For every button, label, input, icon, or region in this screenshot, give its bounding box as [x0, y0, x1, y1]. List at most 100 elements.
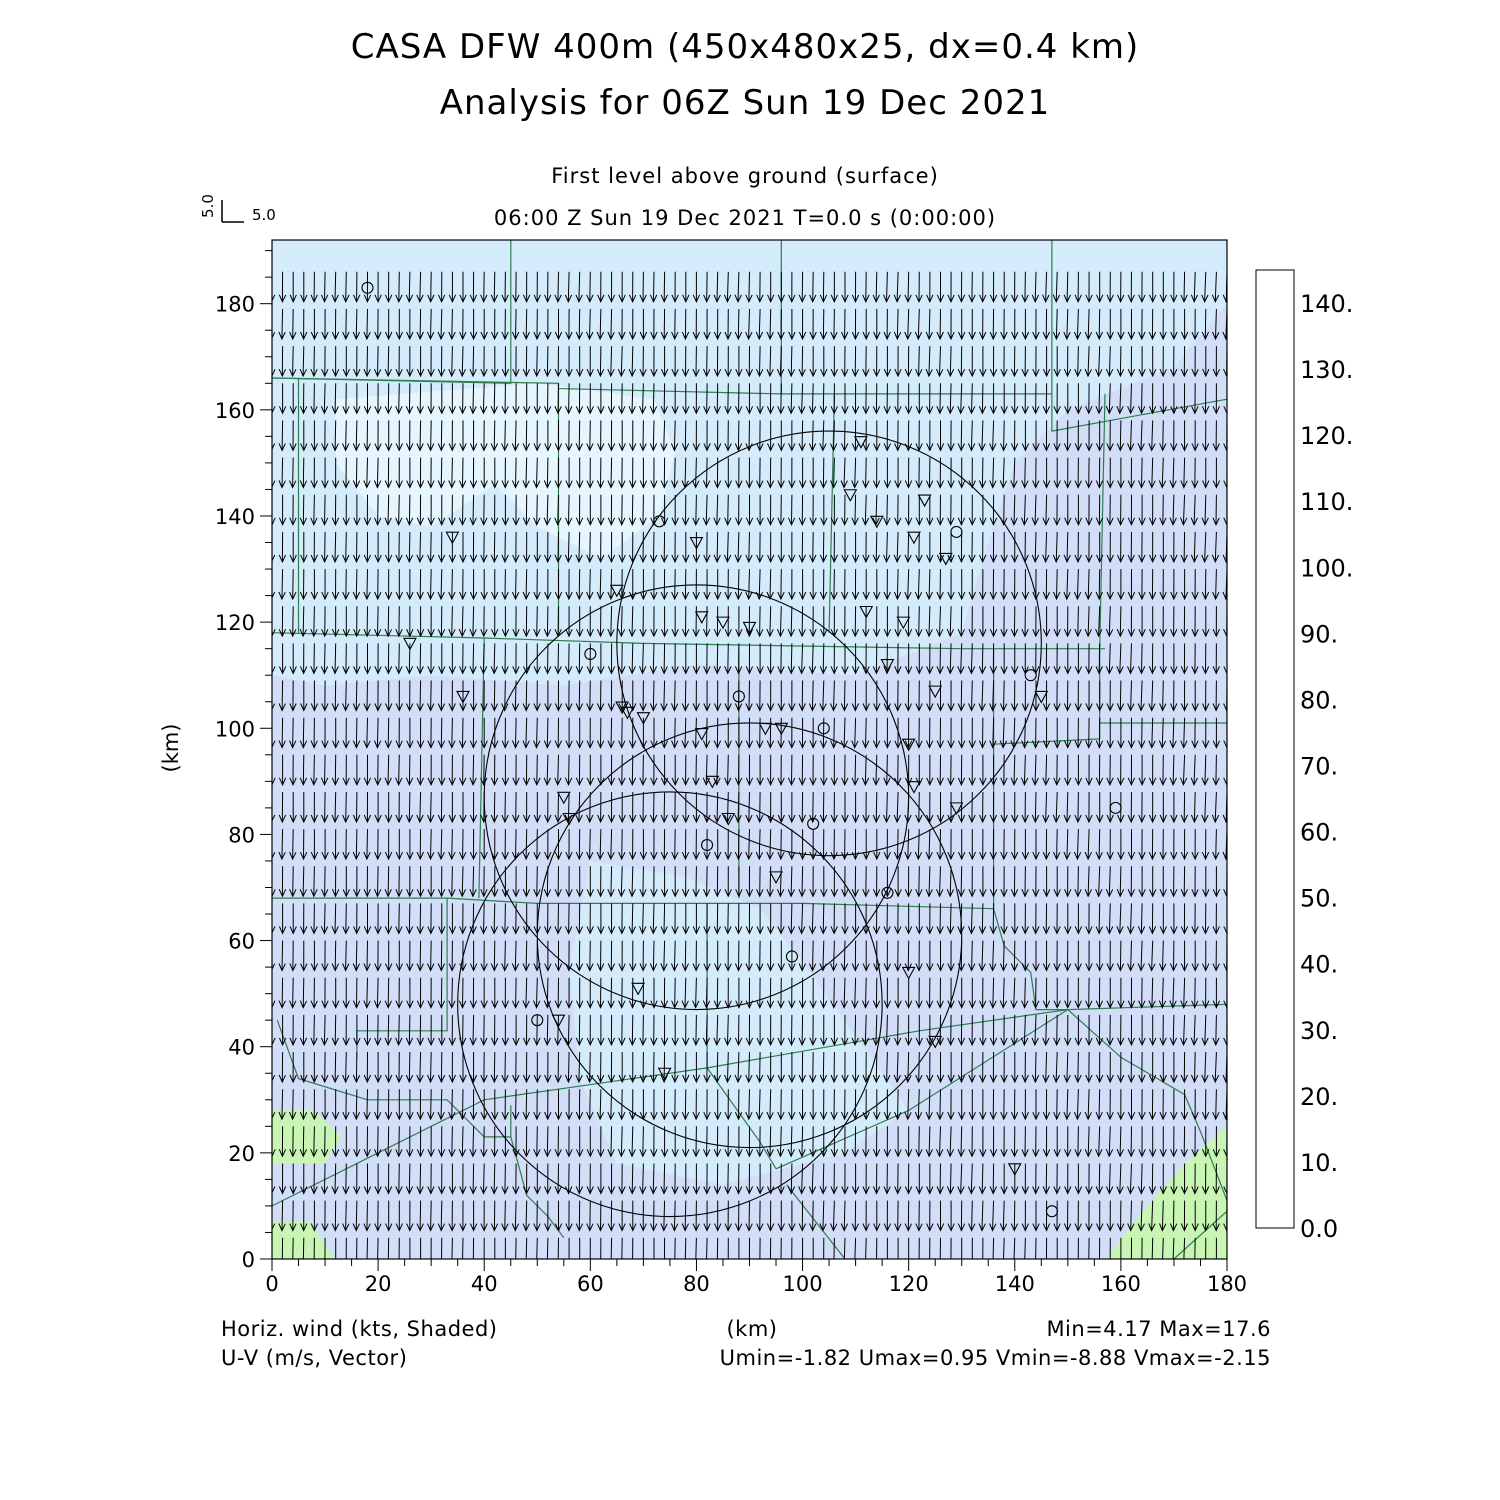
- wind-vector: [1000, 606, 1008, 638]
- wind-vector: [448, 1163, 457, 1195]
- wind-vector: [437, 1051, 446, 1084]
- wind-vector: [395, 754, 403, 787]
- wind-vector: [650, 308, 658, 341]
- wind-vector: [978, 680, 986, 712]
- wind-vector: [1000, 866, 1008, 898]
- wind-vector: [384, 977, 392, 1009]
- wind-vector: [1212, 866, 1221, 898]
- wind-vector: [1073, 569, 1082, 601]
- wind-vector: [957, 494, 966, 527]
- wind-vector: [1085, 271, 1093, 303]
- wind-vector: [883, 271, 891, 303]
- wind-vector: [1000, 1014, 1008, 1047]
- wind-vector: [321, 717, 329, 749]
- wind-vector: [1180, 1014, 1188, 1047]
- station-triangle: [620, 706, 635, 720]
- wind-vector: [575, 1014, 584, 1047]
- wind-vector: [427, 940, 435, 972]
- wind-vector: [1201, 308, 1210, 341]
- wind-vector: [767, 903, 775, 935]
- wind-vector: [713, 680, 722, 712]
- wind-vector: [830, 457, 838, 489]
- wind-vector: [278, 1163, 287, 1195]
- wind-vector: [819, 680, 827, 712]
- wind-vector: [1032, 383, 1040, 415]
- wind-vector: [957, 754, 966, 787]
- wind-vector: [777, 754, 785, 787]
- wind-vector: [363, 940, 371, 972]
- wind-vector: [663, 1237, 666, 1259]
- wind-vector: [310, 1163, 318, 1195]
- wind-vector: [841, 1014, 849, 1047]
- wind-vector: [1085, 420, 1093, 452]
- wind-vector: [766, 606, 774, 638]
- wind-vector: [639, 606, 647, 638]
- wind-vector: [703, 308, 711, 341]
- wind-vector: [915, 866, 923, 898]
- wind-vector: [756, 531, 764, 564]
- wind-vector: [1085, 940, 1093, 972]
- station-circle: [361, 281, 374, 294]
- wind-vector: [1095, 346, 1103, 378]
- station-circle: [1109, 801, 1122, 814]
- wind-vector: [862, 383, 870, 415]
- wind-vector: [1067, 1237, 1069, 1259]
- wind-vector: [947, 308, 955, 341]
- wind-vector: [1170, 1089, 1178, 1121]
- wind-vector: [756, 494, 764, 527]
- wind-vector: [427, 1014, 435, 1047]
- wind-vector: [299, 606, 307, 638]
- wind-vector: [310, 1014, 318, 1047]
- wind-vector: [649, 531, 658, 564]
- wind-vector: [299, 494, 308, 527]
- wind-vector: [480, 1089, 488, 1121]
- wind-vector: [682, 531, 690, 564]
- wind-vector: [830, 1089, 838, 1121]
- wind-vector: [617, 346, 626, 378]
- wind-vector: [745, 680, 753, 712]
- wind-vector: [384, 643, 393, 675]
- wind-vector: [366, 1237, 368, 1259]
- wind-vector: [1011, 1163, 1019, 1195]
- wind-vector: [639, 346, 647, 378]
- wind-vector: [501, 308, 509, 341]
- wind-vector: [1159, 420, 1167, 452]
- wind-vector: [374, 494, 382, 527]
- wind-vector: [289, 383, 297, 415]
- wind-vector: [1021, 903, 1029, 935]
- wind-vector: [289, 1014, 297, 1047]
- wind-vector: [745, 383, 754, 415]
- wind-vector: [660, 569, 668, 601]
- wind-vector: [384, 866, 392, 898]
- wind-vector: [501, 569, 509, 601]
- wind-vector: [946, 866, 955, 898]
- wind-vector: [946, 606, 955, 638]
- wind-vector: [681, 308, 690, 341]
- wind-vector: [1074, 457, 1082, 489]
- wind-vector: [321, 1051, 329, 1084]
- wind-vector: [1085, 1200, 1093, 1232]
- wind-vector: [554, 754, 562, 787]
- station-triangle: [907, 781, 921, 794]
- colorbar-label: 10.: [1300, 1149, 1338, 1177]
- wind-vector: [798, 680, 806, 712]
- wind-vector: [469, 754, 477, 787]
- wind-vector: [714, 829, 722, 861]
- wind-vector: [670, 420, 679, 452]
- wind-vector: [671, 977, 679, 1009]
- wind-vector: [300, 1052, 308, 1084]
- wind-vector: [416, 383, 424, 415]
- wind-vector: [968, 717, 976, 749]
- wind-vector: [448, 940, 456, 972]
- wind-vector: [544, 569, 552, 601]
- wind-vector: [989, 680, 997, 712]
- wind-vector: [1085, 754, 1093, 787]
- wind-vector: [586, 940, 594, 972]
- wind-vector: [745, 903, 754, 935]
- wind-vector: [674, 1237, 676, 1259]
- wind-vector: [459, 1052, 467, 1084]
- wind-vector: [491, 346, 499, 378]
- wind-vector: [289, 1089, 297, 1121]
- wind-vector: [639, 829, 648, 861]
